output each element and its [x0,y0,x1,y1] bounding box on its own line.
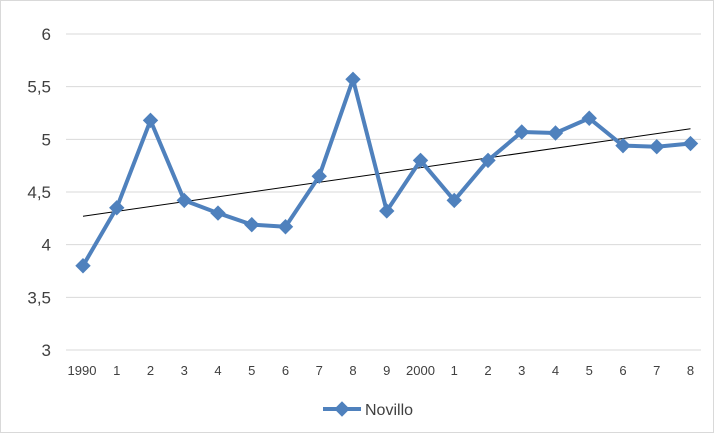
y-tick-label: 4 [42,236,51,255]
x-tick-label: 3 [518,363,525,378]
data-point [682,135,699,152]
x-tick-label: 8 [687,363,694,378]
data-point [379,203,395,219]
x-tick-label: 5 [248,363,255,378]
gridlines [66,33,701,351]
x-tick-label: 1 [113,363,120,378]
legend-label-novillo: Novillo [365,402,413,419]
x-tick-label: 6 [619,363,626,378]
x-tick-label: 2 [484,363,491,378]
x-tick-label: 7 [653,363,660,378]
data-point [345,71,361,88]
x-axis-ticks: 1990 1 2 3 4 5 6 7 8 9 2000 1 2 3 4 5 6 7 8 [68,363,695,378]
y-tick-label: 5,5 [27,78,51,97]
x-tick-label: 2000 [406,363,435,378]
x-tick-label: 7 [316,363,323,378]
data-point [615,137,631,154]
x-tick-label: 5 [586,363,593,378]
data-point [480,152,496,169]
data-point [109,200,125,216]
data-point [75,258,91,274]
data-point [412,152,429,169]
data-point [514,124,530,140]
data-point [311,168,327,184]
data-point [581,110,597,126]
x-tick-label: 2 [147,363,154,378]
x-tick-label: 1990 [68,363,97,378]
y-tick-label: 3,5 [27,288,51,307]
y-axis-ticks: 3 3,5 4 4,5 5 5,5 6 [27,25,51,360]
data-point [649,138,665,155]
y-tick-label: 6 [42,25,51,44]
x-tick-label: 4 [214,363,221,378]
data-point [244,216,260,233]
x-tick-label: 1 [451,363,458,378]
x-tick-label: 6 [282,363,289,378]
legend-marker-novillo [334,401,350,417]
data-point [446,192,462,209]
y-tick-label: 5 [42,130,51,149]
x-tick-label: 4 [552,363,559,378]
data-point [547,125,564,141]
series-group [75,71,699,274]
data-point [210,205,226,221]
data-point [176,192,192,209]
x-tick-label: 8 [349,363,356,378]
legend: Novillo [323,401,413,419]
y-tick-label: 4,5 [27,183,51,202]
x-tick-label: 3 [181,363,188,378]
data-point [142,112,159,129]
x-tick-label: 9 [383,363,390,378]
data-point [277,219,294,235]
y-tick-label: 3 [42,341,51,360]
